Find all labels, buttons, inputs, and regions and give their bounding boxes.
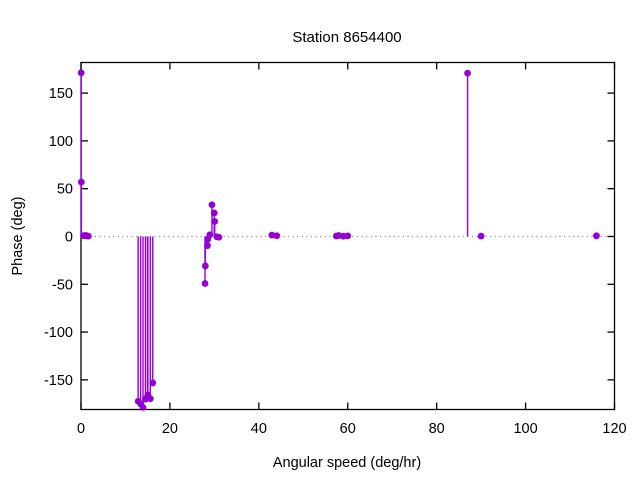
data-point — [593, 232, 600, 240]
data-point — [77, 178, 85, 186]
data-point — [344, 232, 352, 240]
y-tick-label: -150 — [44, 373, 73, 389]
data-point — [273, 232, 281, 240]
y-tick-label: 150 — [49, 86, 73, 102]
data-point — [206, 231, 214, 239]
y-tick-label: -50 — [52, 277, 73, 293]
y-axis-label: Phase (deg) — [10, 197, 26, 276]
data-point — [211, 218, 219, 225]
x-tick-label: 100 — [513, 421, 537, 437]
data-point — [77, 69, 85, 77]
x-tick-label: 120 — [602, 421, 626, 437]
plot-area: 0 20 40 60 80 100 120 -150 -100 -50 0 50 100 150 — [44, 61, 627, 437]
y-tick-label: 50 — [57, 182, 73, 198]
x-tick-label: 40 — [251, 421, 267, 437]
x-tick-label: 20 — [162, 421, 178, 437]
data-point — [210, 209, 218, 217]
data-point — [84, 232, 92, 240]
y-tick-label: 100 — [49, 134, 73, 150]
y-tick-label: -100 — [44, 325, 73, 341]
data-point — [146, 395, 154, 403]
x-axis-label: Angular speed (deg/hr) — [273, 455, 421, 471]
data-point — [149, 379, 157, 387]
x-tick-label: 80 — [429, 421, 445, 437]
y-tick-label: 0 — [65, 229, 73, 245]
chart-title: Station 8654400 — [292, 29, 401, 46]
data-point — [464, 69, 471, 77]
x-tick-label: 60 — [340, 421, 356, 437]
data-point — [208, 201, 216, 209]
data-point — [201, 280, 209, 287]
data-point — [204, 242, 211, 250]
data-point — [139, 403, 147, 411]
data-point — [477, 232, 485, 240]
data-point — [201, 262, 209, 270]
x-tick-label: 0 — [77, 421, 85, 437]
data-point — [215, 233, 223, 241]
